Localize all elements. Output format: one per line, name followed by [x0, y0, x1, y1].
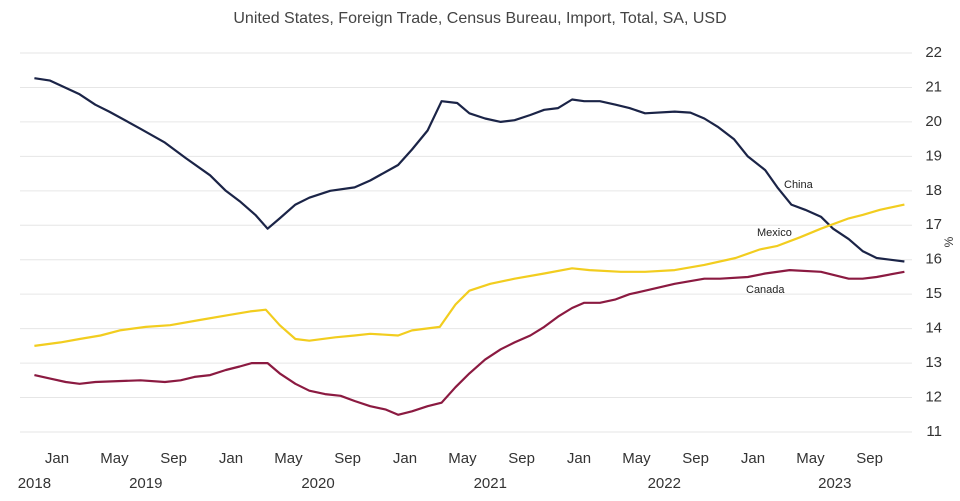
- x-year-label: 2023: [818, 475, 851, 492]
- x-tick-label: Sep: [334, 450, 361, 467]
- x-tick-label: Jan: [393, 450, 417, 467]
- y-tick-label: 18: [925, 182, 942, 199]
- y-tick-label: 13: [925, 354, 942, 371]
- x-tick-label: May: [100, 450, 129, 467]
- x-tick-label: Jan: [219, 450, 243, 467]
- series-line: [34, 269, 905, 416]
- y-tick-label: 16: [925, 251, 942, 268]
- y-tick-label: 11: [926, 423, 942, 440]
- y-tick-label: 17: [925, 216, 942, 233]
- y-tick-label: 12: [925, 389, 942, 406]
- x-year-label: 2022: [648, 475, 681, 492]
- x-tick-label: Sep: [682, 450, 709, 467]
- x-tick-label: May: [448, 450, 477, 467]
- series-label: Mexico: [757, 227, 792, 239]
- x-tick-label: Jan: [567, 450, 591, 467]
- x-tick-label: May: [622, 450, 651, 467]
- chart-title: United States, Foreign Trade, Census Bur…: [233, 10, 726, 27]
- x-year-label: 2020: [301, 475, 334, 492]
- y-axis-label: %: [942, 236, 956, 247]
- y-tick-label: 15: [925, 285, 942, 302]
- series-label: Canada: [746, 284, 785, 296]
- x-tick-label: Sep: [508, 450, 535, 467]
- x-tick-label: Sep: [160, 450, 187, 467]
- x-tick-label: May: [796, 450, 825, 467]
- x-year-label: 2019: [129, 475, 162, 492]
- y-tick-label: 20: [925, 113, 942, 130]
- series-label: China: [784, 179, 814, 191]
- y-tick-label: 22: [925, 44, 942, 61]
- y-tick-label: 19: [925, 147, 942, 164]
- x-year-label: 2021: [474, 475, 507, 492]
- y-tick-label: 21: [925, 78, 942, 95]
- x-year-label: 2018: [18, 475, 51, 492]
- x-tick-label: May: [274, 450, 303, 467]
- x-tick-label: Jan: [45, 450, 69, 467]
- x-tick-label: Sep: [856, 450, 883, 467]
- x-tick-label: Jan: [741, 450, 765, 467]
- series-line: [34, 77, 905, 263]
- series-line: [34, 203, 905, 347]
- y-tick-label: 14: [925, 320, 942, 337]
